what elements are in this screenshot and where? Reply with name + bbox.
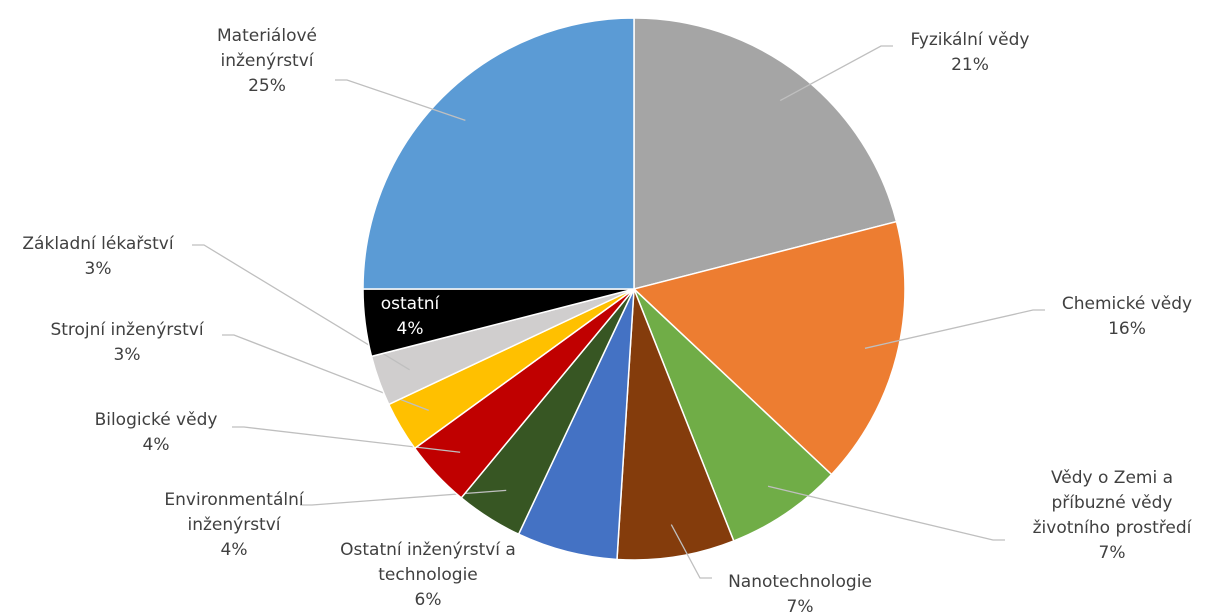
slice [632,220,906,476]
value-label: 6% [414,590,442,610]
slice [362,17,635,290]
category-label: Environmentální inženýrství [164,490,304,535]
slice-label: Bilogické vědy 4% [66,408,246,458]
value-label: 3% [113,345,141,365]
category-label: ostatní [380,294,440,314]
slice-label: Environmentální inženýrství 4% [149,488,319,563]
category-label: Fyzikální vědy [910,30,1030,50]
category-label: Nanotechnologie [728,572,872,592]
leader-line [232,426,461,453]
category-label: Bilogické vědy [94,410,218,430]
value-label: 7% [786,597,814,615]
leader-line [192,244,410,371]
slice-label: Chemické vědy 16% [1037,292,1207,342]
leader-line [779,45,893,102]
leader-line [767,485,1005,541]
slice-label: Vědy o Zemi a příbuzné vědy životního pr… [1022,466,1202,566]
value-label: 4% [220,540,248,560]
value-label: 7% [1098,543,1126,563]
value-label: 4% [142,435,170,455]
leader-line [300,489,507,506]
slice-label: Ostatní inženýrství a technologie 6% [328,538,528,613]
value-label: 16% [1108,319,1146,339]
value-label: 21% [951,55,989,75]
slice-label: Nanotechnologie 7% [710,570,890,615]
slice-label: Fyzikální vědy 21% [870,28,1070,78]
value-label: 3% [84,259,112,279]
category-label: Ostatní inženýrství a technologie [340,540,516,585]
leader-line [335,79,466,121]
category-label: Základní lékařství [22,234,174,254]
category-label: Materiálové inženýrství [217,26,317,71]
slice-label: Strojní inženýrství 3% [32,318,222,368]
leader-line [670,524,712,579]
slice [633,17,898,290]
slice-label: ostatní 4% [360,292,460,342]
value-label: 4% [396,319,424,339]
value-label: 25% [248,76,286,96]
category-label: Chemické vědy [1061,294,1193,314]
slice [633,288,833,542]
slice-label: Základní lékařství 3% [0,232,198,282]
slice [616,288,735,561]
category-label: Vědy o Zemi a příbuzné vědy životního pr… [1032,468,1192,538]
leader-line [864,309,1045,349]
leader-line [222,334,429,412]
slice-label: Materiálové inženýrství 25% [192,24,342,99]
category-label: Strojní inženýrství [50,320,204,340]
